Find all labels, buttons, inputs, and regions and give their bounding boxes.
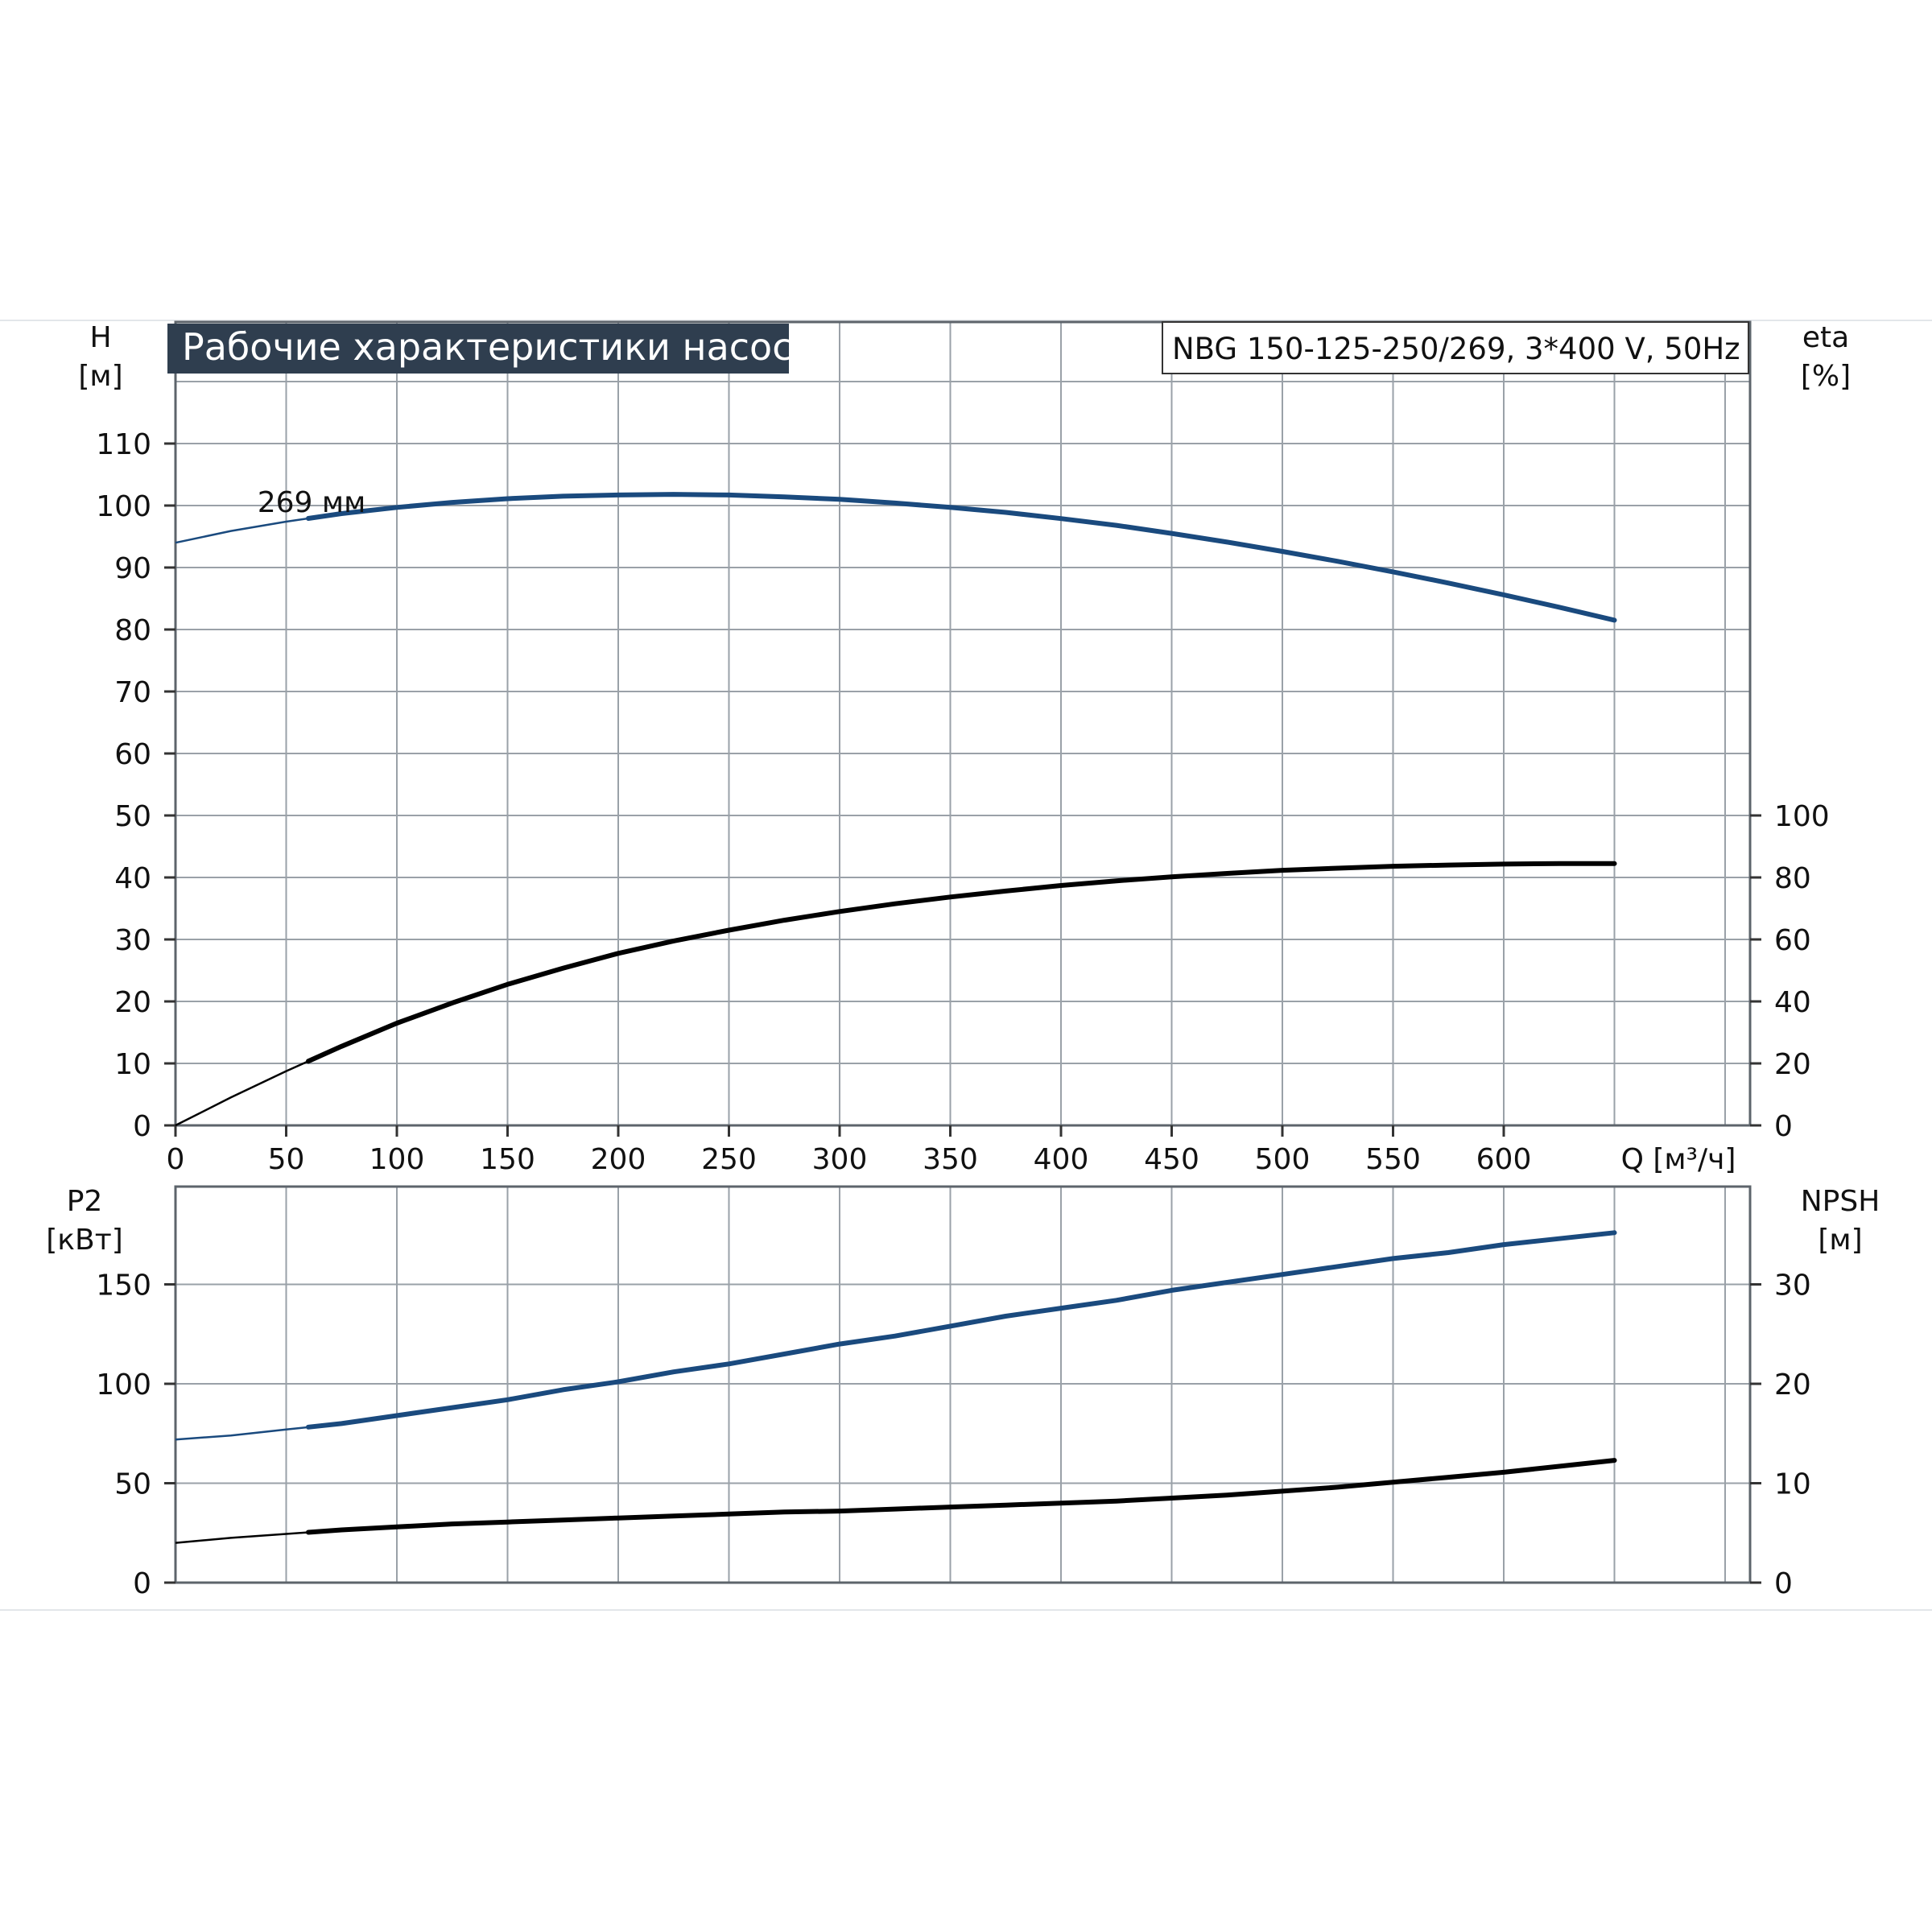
- flow-tick-label: 150: [480, 1143, 535, 1176]
- power-axis-title: P2: [67, 1185, 103, 1218]
- flow-tick-label: 500: [1255, 1143, 1311, 1176]
- head-left-tick-label: 100: [96, 490, 151, 523]
- power-axis-ticks: 0 50 100 150: [96, 1269, 175, 1600]
- chart-title: Рабочие характеристики насоса: [182, 325, 815, 369]
- head-left-tick-label: 0: [133, 1110, 151, 1143]
- efficiency-axis-title: eta: [1802, 321, 1849, 354]
- npsh-axis-unit: [м]: [1818, 1224, 1862, 1257]
- head-right-tick-label: 100: [1774, 800, 1830, 833]
- head-left-tick-label: 40: [114, 862, 151, 895]
- head-left-tick-label: 110: [96, 428, 151, 461]
- head-curve-1-operating: [306, 861, 1617, 1064]
- flow-tick-label: 550: [1365, 1143, 1421, 1176]
- model-label: NBG 150-125-250/269, 3*400 V, 50Hz: [1172, 332, 1740, 366]
- power-grid: [175, 1187, 1750, 1583]
- flow-tick-label: 600: [1476, 1143, 1532, 1176]
- head-plot-frame: [174, 320, 1752, 1127]
- model-box: [1162, 321, 1749, 374]
- power-curve-0-operating: [306, 1230, 1617, 1430]
- head-left-tick-label: 80: [114, 614, 151, 647]
- head-right-tick-label: 0: [1774, 1110, 1793, 1143]
- impeller-diameter-label: 269 мм: [258, 486, 365, 519]
- flow-tick-label: 400: [1034, 1143, 1089, 1176]
- power-left-tick-label: 100: [96, 1368, 151, 1402]
- head-left-tick-label: 10: [114, 1048, 151, 1081]
- flow-axis-ticks: 0 50 100 150 200 250 300 350 400 450 500 550 600: [167, 1125, 1532, 1176]
- power-axis-unit: [кВт]: [46, 1224, 123, 1257]
- head-curve-0-operating: [306, 492, 1617, 623]
- head-left-tick-label: 30: [114, 924, 151, 957]
- flow-tick-label: 450: [1144, 1143, 1199, 1176]
- power-curve-1-operating: [306, 1458, 1617, 1535]
- head-axis-ticks: 0 10 20 30 40 50 60 70 80 90 100 110: [96, 428, 175, 1143]
- power-right-tick-label: 0: [1774, 1567, 1793, 1600]
- power-left-tick-label: 0: [133, 1567, 151, 1600]
- head-left-tick-label: 90: [114, 552, 151, 585]
- efficiency-axis-unit: [%]: [1801, 360, 1851, 393]
- npsh-axis-ticks: 0 10 20 30: [1750, 1269, 1811, 1600]
- head-right-tick-label: 40: [1774, 986, 1811, 1019]
- npsh-axis-title: NPSH: [1801, 1185, 1880, 1218]
- flow-tick-label: 200: [591, 1143, 646, 1176]
- head-left-tick-label: 20: [114, 986, 151, 1019]
- flow-tick-label: 250: [701, 1143, 757, 1176]
- efficiency-axis-ticks: 0 20 40 60 80 100: [1750, 800, 1830, 1143]
- power-right-tick-label: 20: [1774, 1368, 1811, 1402]
- power-npsh-panel: 0 50 100 150 0 10 20 30 P2 [кВт] NPSH [м]: [46, 1185, 1880, 1600]
- power-left-tick-label: 50: [114, 1468, 151, 1501]
- power-left-tick-label: 150: [96, 1269, 151, 1302]
- head-right-tick-label: 60: [1774, 924, 1811, 957]
- flow-tick-label: 300: [812, 1143, 868, 1176]
- flow-tick-label: 350: [923, 1143, 978, 1176]
- head-left-tick-label: 60: [114, 738, 151, 771]
- head-grid: [175, 322, 1750, 1125]
- power-right-tick-label: 10: [1774, 1468, 1811, 1501]
- flow-tick-label: 0: [167, 1143, 185, 1176]
- power-npsh-curves: [175, 1230, 1617, 1544]
- power-right-tick-label: 30: [1774, 1269, 1811, 1302]
- title-banner: [167, 324, 789, 374]
- flow-axis-title: Q [м³/ч]: [1621, 1143, 1736, 1176]
- flow-tick-label: 50: [268, 1143, 305, 1176]
- head-efficiency-curves: 269 мм: [175, 486, 1617, 1127]
- head-right-tick-label: 80: [1774, 862, 1811, 895]
- head-right-tick-label: 20: [1774, 1048, 1811, 1081]
- head-left-tick-label: 70: [114, 676, 151, 709]
- head-axis-title: H: [89, 321, 111, 354]
- head-efficiency-panel: 0 10 20 30 40 50 60 70 80 90 100 110 0 20 40 60 80 100 0…: [78, 320, 1851, 1176]
- head-left-tick-label: 50: [114, 800, 151, 833]
- head-axis-unit: [м]: [78, 360, 122, 393]
- flow-tick-label: 100: [369, 1143, 425, 1176]
